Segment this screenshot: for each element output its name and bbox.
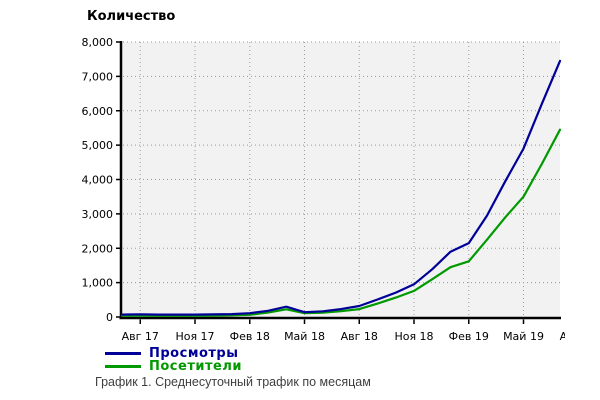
x-tick-label: Май 18 [284, 330, 325, 343]
traffic-line-chart: Авг 17 Ноя 17 Фев 18 Май 18 Авг 18 Ноя 18 Фев … [82, 36, 597, 343]
x-tick-label: Май 19 [503, 330, 544, 343]
x-tick-label: Авг 19 [560, 330, 597, 343]
x-tick-label: Авг 17 [122, 330, 159, 343]
chart-caption: График 1. Среднесуточный трафик по месяц… [95, 375, 371, 389]
y-tick-label: 0 [106, 311, 113, 324]
x-tick-label: Ноя 18 [394, 330, 433, 343]
views-line-swatch [105, 352, 141, 355]
y-tick-label: 8,000 [82, 36, 114, 49]
legend-item-visitors: Посетители [105, 360, 242, 373]
y-tick-label: 7,000 [82, 70, 114, 83]
y-tick-label: 5,000 [82, 139, 114, 152]
y-tick-label: 6,000 [82, 105, 114, 118]
y-tick-label: 4,000 [82, 174, 114, 187]
chart-title: Количество [87, 9, 176, 24]
visitors-line-swatch [105, 365, 141, 368]
x-tick-label: Авг 18 [341, 330, 378, 343]
x-tick-label: Фев 19 [449, 330, 489, 343]
visitors-line-series [120, 128, 562, 317]
views-line-series [120, 59, 562, 316]
legend-item-views: Просмотры [105, 347, 242, 360]
x-tick-label: Фев 18 [230, 330, 270, 343]
y-tick-label: 1,000 [82, 277, 114, 290]
y-tick-label: 3,000 [82, 208, 114, 221]
legend-label-views: Просмотры [149, 346, 239, 361]
x-tick-label: Ноя 17 [175, 330, 214, 343]
y-tick-label: 2,000 [82, 242, 114, 255]
chart-legend: Просмотры Посетители [105, 347, 242, 373]
legend-label-visitors: Посетители [149, 359, 242, 374]
